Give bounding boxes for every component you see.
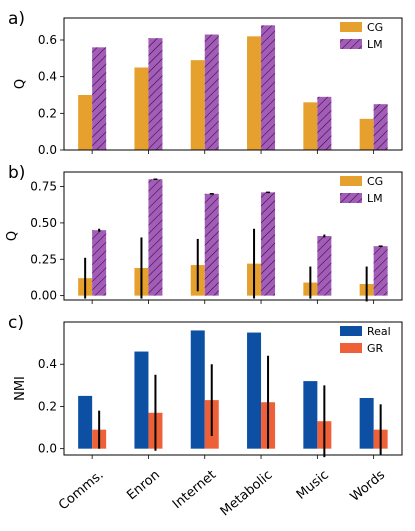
panel-label: a) bbox=[8, 9, 25, 29]
y-tick-label: 0.00 bbox=[30, 289, 57, 303]
legend-swatch-gr bbox=[340, 343, 362, 353]
x-category-label: Internet bbox=[170, 468, 219, 513]
panel-a: a) Q 0.0 0.2 0.4 0.6 CG LM bbox=[8, 9, 403, 157]
y-tick-label: 0.50 bbox=[30, 216, 57, 230]
bar-cg-comms bbox=[78, 95, 93, 150]
bar-hatch-lm bbox=[261, 25, 276, 150]
bar-cg-music bbox=[303, 102, 318, 150]
bar-hatch-lm bbox=[373, 104, 388, 150]
bar-cg-words bbox=[359, 118, 374, 150]
y-tick-label: 0.25 bbox=[30, 252, 57, 266]
axes-frame bbox=[63, 321, 403, 456]
y-axis-label: NMI bbox=[13, 376, 28, 401]
bar-hatch-lm bbox=[373, 246, 388, 296]
bar-real-music bbox=[303, 381, 318, 449]
bar-real-words bbox=[359, 398, 374, 449]
y-tick-label: 0.6 bbox=[38, 33, 57, 47]
bar-hatch-lm bbox=[204, 34, 219, 150]
x-category-label: Words bbox=[348, 467, 389, 504]
bar-cg-enron bbox=[134, 67, 149, 150]
legend-label-cg: CG bbox=[367, 175, 383, 188]
panel-label: b) bbox=[8, 163, 25, 183]
panel-c: c) NMI 0.0 0.2 0.4 Real GR bbox=[8, 313, 403, 459]
legend-swatch-real bbox=[340, 326, 362, 336]
y-tick-label: 0.0 bbox=[38, 442, 57, 456]
legend-label-real: Real bbox=[367, 325, 391, 338]
bar-cg-metabolic bbox=[247, 36, 262, 151]
bar-real-comms bbox=[78, 395, 93, 449]
y-tick-label: 0.4 bbox=[38, 357, 57, 371]
panel-b: b) Q 0.00 0.25 0.50 0.75 CG LM bbox=[5, 163, 403, 304]
y-axis-label: Q bbox=[13, 79, 28, 89]
x-category-label: Enron bbox=[124, 468, 163, 504]
legend-hatch bbox=[340, 193, 362, 203]
bar-real-internet bbox=[190, 330, 205, 449]
y-tick-label: 0.75 bbox=[30, 180, 57, 194]
bar-hatch-lm bbox=[148, 179, 163, 296]
x-category-label: Comms. bbox=[56, 468, 106, 514]
bar-real-metabolic bbox=[247, 332, 262, 449]
bar-real-enron bbox=[134, 351, 149, 449]
y-tick-label: 0.2 bbox=[38, 399, 57, 413]
legend-label-gr: GR bbox=[367, 342, 384, 355]
legend-label-lm: LM bbox=[367, 38, 383, 51]
bar-hatch-lm bbox=[261, 192, 276, 296]
legend-label-cg: CG bbox=[367, 21, 383, 34]
bar-hatch-lm bbox=[204, 193, 219, 296]
bar-cg-internet bbox=[190, 60, 205, 150]
x-category-label: Music bbox=[294, 468, 332, 503]
y-tick-label: 0.4 bbox=[38, 70, 57, 84]
bar-hatch-lm bbox=[92, 230, 107, 296]
legend-swatch-cg bbox=[340, 22, 362, 32]
panel-label: c) bbox=[8, 313, 24, 333]
bar-hatch-lm bbox=[148, 38, 163, 150]
legend-label-lm: LM bbox=[367, 192, 383, 205]
bar-hatch-lm bbox=[317, 96, 332, 150]
x-category-label: Metabolic bbox=[218, 468, 276, 520]
y-axis-label: Q bbox=[5, 231, 20, 241]
y-tick-label: 0.0 bbox=[38, 143, 57, 157]
bar-hatch-lm bbox=[317, 236, 332, 296]
legend-hatch bbox=[340, 39, 362, 49]
axes-frame bbox=[63, 171, 403, 301]
y-tick-label: 0.2 bbox=[38, 106, 57, 120]
axes-frame bbox=[63, 17, 403, 151]
legend-swatch-cg bbox=[340, 176, 362, 186]
bar-hatch-lm bbox=[92, 47, 107, 151]
